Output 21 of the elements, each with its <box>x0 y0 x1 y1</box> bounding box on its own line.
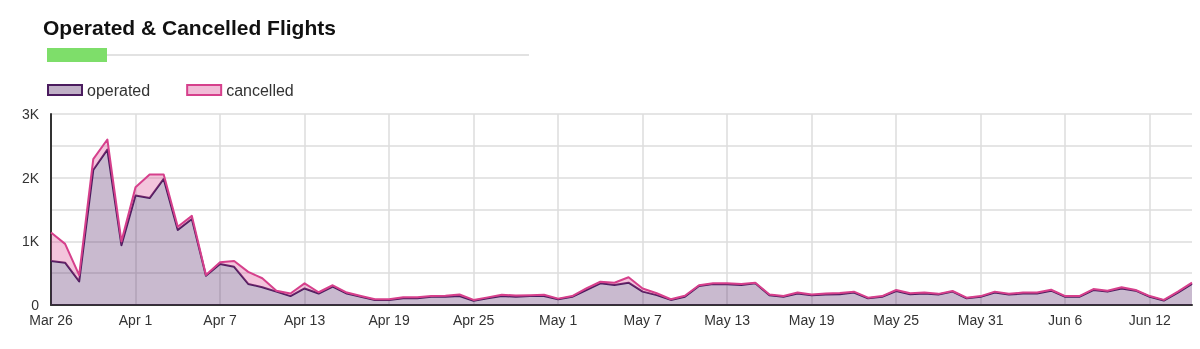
x-tick-label: Apr 19 <box>368 312 410 328</box>
y-tick-label: 1K <box>21 233 40 250</box>
x-tick-label: May 19 <box>788 312 835 328</box>
x-tick-label: May 31 <box>957 312 1004 328</box>
x-tick-label: May 25 <box>873 312 920 328</box>
x-tick-label: Jun 12 <box>1128 312 1171 328</box>
chart-title: Operated & Cancelled Flights <box>43 16 336 39</box>
x-tick-label: Apr 7 <box>203 312 237 328</box>
x-tick-label: Jun 6 <box>1048 312 1083 328</box>
y-tick-label: 2K <box>21 169 40 186</box>
x-tick-label: Mar 26 <box>29 312 73 328</box>
x-tick-label: Apr 13 <box>283 312 326 328</box>
x-tick-label: May 1 <box>539 312 578 328</box>
x-tick-label: Apr 1 <box>118 312 153 328</box>
legend-label: cancelled <box>226 81 294 99</box>
x-tick-label: May 7 <box>623 312 662 328</box>
y-tick-label: 3K <box>21 106 40 122</box>
y-tick-label: 0 <box>31 297 40 313</box>
x-tick-label: Apr 25 <box>452 312 495 328</box>
x-tick-label: May 13 <box>704 312 751 328</box>
legend-label: operated <box>87 81 151 99</box>
